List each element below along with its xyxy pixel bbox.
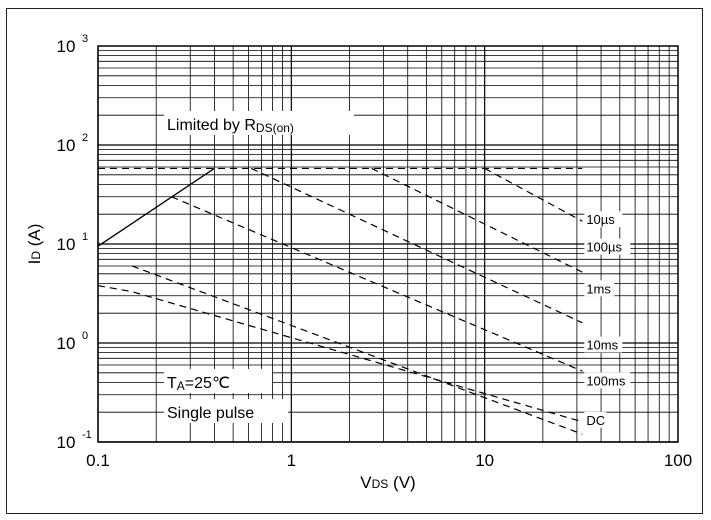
curve-label: 100µs <box>586 240 622 255</box>
x-axis-label: VDS (V) <box>360 473 415 492</box>
curve-label: 10ms <box>586 338 618 353</box>
pulse-annotation: Single pulse <box>167 405 254 422</box>
curve-label-bg <box>584 372 631 389</box>
x-tick-label: 100 <box>664 451 692 470</box>
x-tick-label: 1 <box>287 451 296 470</box>
curve-label-bg <box>584 211 623 228</box>
series-layer: 10µs 100µs 1ms 10ms 100ms DC <box>97 167 631 435</box>
curve-label-bg <box>584 238 631 255</box>
curve-label: 100ms <box>586 373 626 388</box>
series-line <box>250 167 583 324</box>
rds-limit-line <box>97 167 215 247</box>
y-tick-exponent: -1 <box>82 429 92 441</box>
limit-annotation-bg <box>164 111 354 135</box>
y-tick-label: 10 <box>57 37 76 56</box>
pulse-annotation-bg <box>164 399 288 423</box>
y-tick-label: 10 <box>57 334 76 353</box>
chart-frame <box>6 8 703 514</box>
x-tick-label: 0.1 <box>86 451 110 470</box>
curve-label-bg <box>584 280 615 297</box>
y-tick-exponent: 0 <box>82 330 88 342</box>
ta-annotation-bg <box>164 369 272 393</box>
curve-label: 1ms <box>586 281 611 296</box>
limit-annotation: Limited by RDS(on) <box>167 117 294 135</box>
y-tick-label: 10 <box>57 136 76 155</box>
curve-label-bg <box>584 336 623 353</box>
y-tick-exponent: 1 <box>82 231 88 243</box>
plot-border <box>97 45 679 443</box>
y-tick-exponent: 2 <box>82 132 88 144</box>
y-tick-label: 10 <box>57 235 76 254</box>
ta-annotation: TA=25℃ <box>167 375 230 393</box>
series-line <box>484 167 583 222</box>
x-tick-label: 10 <box>475 451 494 470</box>
y-axis-label: ID (A) <box>25 224 44 265</box>
series-line <box>371 167 583 273</box>
y-tick-exponent: 3 <box>82 33 88 45</box>
series-line <box>131 265 583 435</box>
curve-label-bg <box>584 411 607 428</box>
series-line <box>171 196 583 372</box>
curve-label: DC <box>586 413 605 428</box>
y-tick-label: 10 <box>57 433 76 452</box>
curve-label: 10µs <box>586 212 615 227</box>
